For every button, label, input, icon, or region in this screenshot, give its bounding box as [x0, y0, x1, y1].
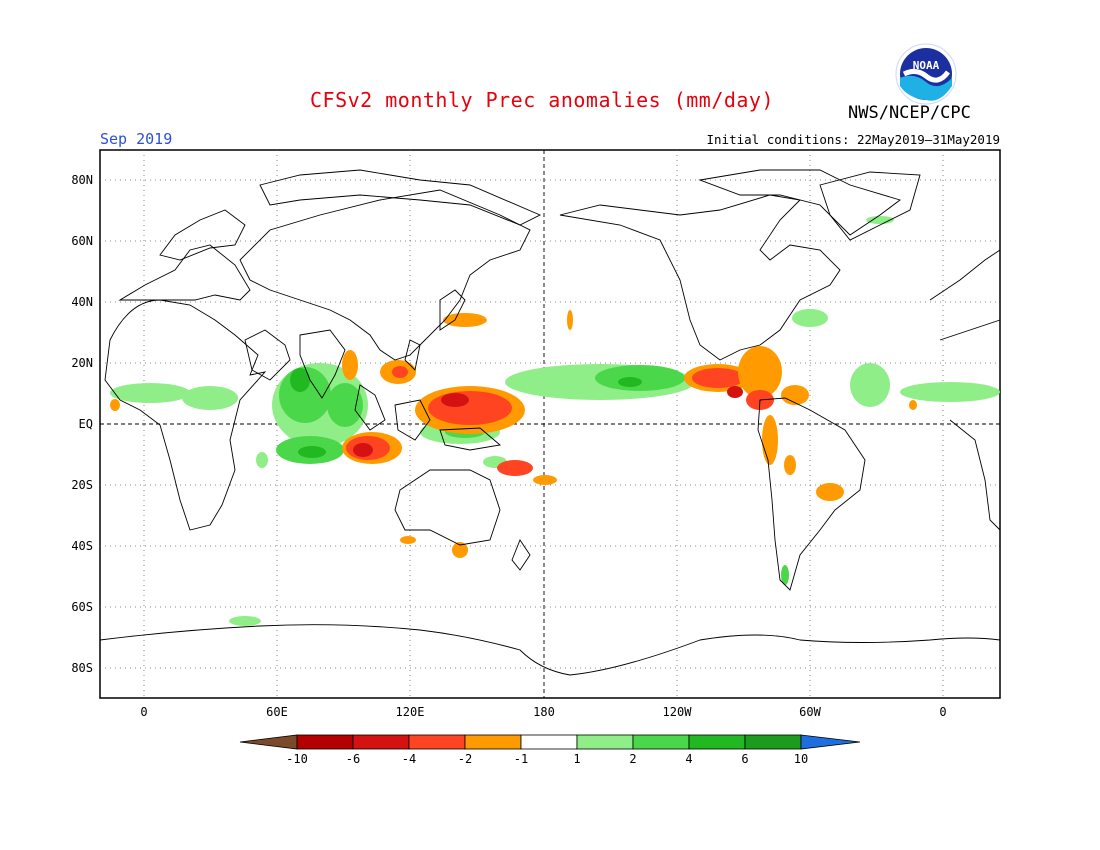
- legend-label: 2: [629, 752, 636, 766]
- page-title: CFSv2 monthly Prec anomalies (mm/day): [310, 88, 775, 112]
- legend-labels: -10 -6 -4 -2 -1 1 2 4 6 10: [286, 752, 808, 766]
- lon-label: 180: [533, 705, 555, 719]
- map-gridlines: [100, 150, 1000, 698]
- logo-text: NOAA: [913, 59, 940, 72]
- legend-swatch: [296, 734, 354, 750]
- lat-label: 60N: [71, 234, 93, 248]
- legend-label: 1: [573, 752, 580, 766]
- legend-swatch: [408, 734, 466, 750]
- lon-label: 120E: [396, 705, 425, 719]
- lon-label: 0: [140, 705, 147, 719]
- legend-swatch: [464, 734, 522, 750]
- initial-conditions: Initial conditions: 22May2019–31May2019: [706, 132, 1001, 147]
- legend-label: -10: [286, 752, 308, 766]
- legend-swatch: [520, 734, 578, 750]
- color-legend: [239, 734, 861, 750]
- longitude-labels: 0 60E 120E 180 120W 60W 0: [140, 705, 946, 719]
- legend-label: 4: [685, 752, 692, 766]
- noaa-logo: NOAA: [894, 42, 958, 106]
- legend-label: 10: [794, 752, 808, 766]
- legend-label: -6: [346, 752, 360, 766]
- lon-label: 60W: [799, 705, 821, 719]
- legend-swatch: [576, 734, 634, 750]
- precip-anomaly-field: [110, 216, 1000, 626]
- lat-label: 80S: [71, 661, 93, 675]
- lat-label: 20N: [71, 356, 93, 370]
- lon-label: 120W: [663, 705, 693, 719]
- lon-label: 60E: [266, 705, 288, 719]
- legend-swatch: [688, 734, 746, 750]
- agency-label: NWS/NCEP/CPC: [848, 103, 971, 123]
- legend-label: -1: [514, 752, 528, 766]
- lon-label: 0: [939, 705, 946, 719]
- legend-swatch: [744, 734, 802, 750]
- map-frame: [99, 149, 1001, 699]
- lat-label: 60S: [71, 600, 93, 614]
- legend-swatch: [352, 734, 410, 750]
- lat-label: 40S: [71, 539, 93, 553]
- coastlines: [99, 169, 1001, 676]
- legend-arrow-left: [239, 734, 298, 750]
- legend-label: 6: [741, 752, 748, 766]
- lat-label: 20S: [71, 478, 93, 492]
- forecast-month: Sep 2019: [100, 130, 173, 148]
- legend-label: -2: [458, 752, 472, 766]
- latitude-labels: 80N 60N 40N 20N EQ 20S 40S 60S 80S: [71, 173, 93, 675]
- legend-arrow-right: [800, 734, 861, 750]
- legend-label: -4: [402, 752, 416, 766]
- legend-swatch: [632, 734, 690, 750]
- lat-label: EQ: [79, 417, 93, 431]
- lat-label: 80N: [71, 173, 93, 187]
- lat-label: 40N: [71, 295, 93, 309]
